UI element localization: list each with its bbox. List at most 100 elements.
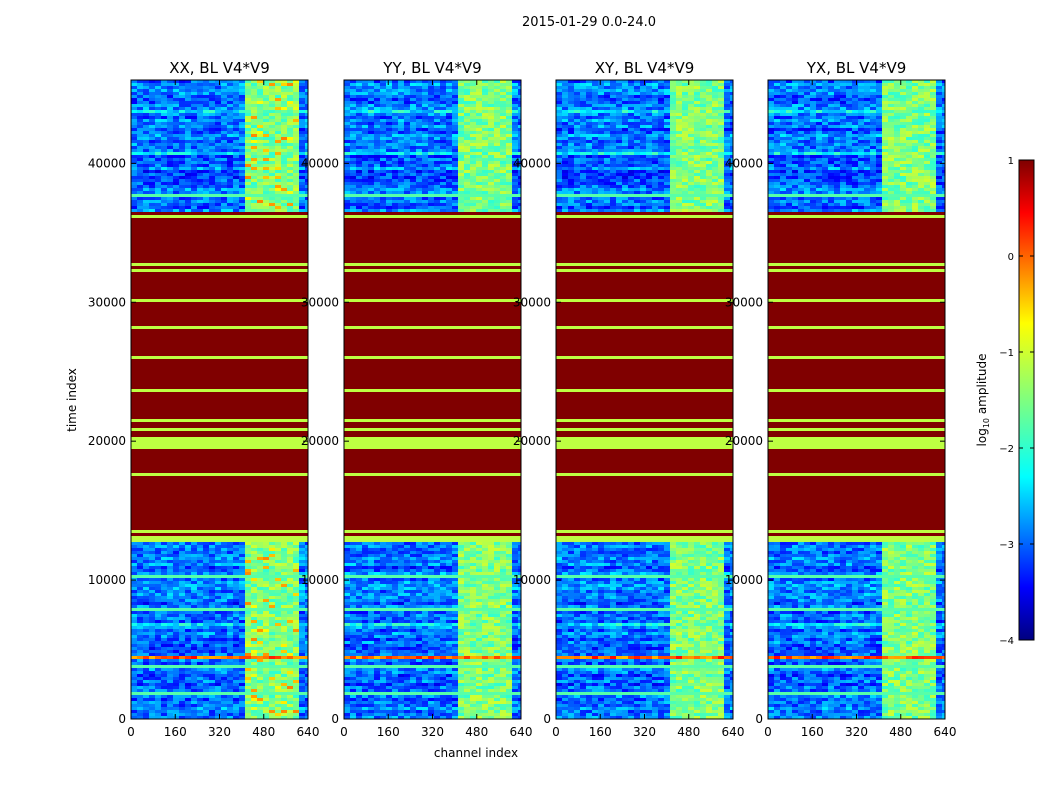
heatmap-cell — [239, 638, 246, 642]
heatmap-cell — [275, 596, 282, 600]
heatmap-cell — [500, 161, 507, 165]
heatmap-cell — [179, 593, 186, 597]
heatmap-cell — [251, 554, 258, 558]
heatmap-cell — [410, 578, 417, 582]
heatmap-cell — [257, 80, 264, 84]
heatmap-cell — [494, 179, 501, 183]
heatmap-cell — [476, 551, 483, 555]
heatmap-cell — [440, 116, 447, 120]
heatmap-cell — [197, 125, 204, 129]
heatmap-cell — [227, 161, 234, 165]
heatmap-cell — [269, 152, 276, 156]
heatmap-cell — [470, 146, 477, 150]
heatmap-cell — [344, 167, 351, 171]
heatmap-cell — [161, 131, 168, 135]
heatmap-cell — [500, 566, 507, 570]
heatmap-cell — [131, 200, 138, 204]
heatmap-cell — [143, 107, 150, 111]
heatmap-cell — [281, 647, 288, 651]
heatmap-cell — [275, 620, 282, 624]
heatmap-cell — [494, 152, 501, 156]
heatmap-cell — [143, 695, 150, 699]
heatmap-cell — [368, 167, 375, 171]
heatmap-cell — [137, 116, 144, 120]
heatmap-cell — [185, 650, 192, 654]
heatmap-cell — [305, 563, 308, 567]
heatmap-cell — [374, 182, 381, 186]
heatmap-row — [131, 515, 308, 519]
heatmap-cell — [374, 110, 381, 114]
heatmap-cell — [245, 650, 252, 654]
heatmap-cell — [275, 131, 282, 135]
heatmap-cell — [458, 137, 465, 141]
heatmap-cell — [191, 590, 198, 594]
heatmap-cell — [458, 560, 465, 564]
heatmap-cell — [149, 563, 156, 567]
heatmap-cell — [251, 641, 258, 645]
heatmap-cell — [404, 152, 411, 156]
heatmap-cell — [512, 173, 519, 177]
heatmap-cell — [209, 656, 216, 660]
heatmap-row — [344, 461, 521, 465]
heatmap-row — [131, 272, 308, 276]
heatmap-cell — [404, 557, 411, 561]
heatmap-cell — [143, 155, 150, 159]
heatmap-cell — [452, 119, 459, 123]
heatmap-cell — [482, 140, 489, 144]
heatmap-cell — [239, 674, 246, 678]
heatmap-cell — [155, 617, 162, 621]
heatmap-cell — [221, 611, 228, 615]
heatmap-cell — [374, 572, 381, 576]
heatmap-cell — [380, 203, 387, 207]
heatmap-cell — [362, 113, 369, 117]
heatmap-cell — [470, 110, 477, 114]
heatmap-cell — [257, 128, 264, 132]
heatmap-cell — [299, 134, 306, 138]
heatmap-cell — [392, 203, 399, 207]
heatmap-cell — [362, 200, 369, 204]
heatmap-cell — [191, 644, 198, 648]
heatmap-cell — [245, 695, 252, 699]
heatmap-cell — [221, 191, 228, 195]
heatmap-row — [344, 491, 521, 495]
heatmap-cell — [422, 542, 429, 546]
heatmap-cell — [362, 134, 369, 138]
heatmap-cell — [185, 674, 192, 678]
heatmap-cell — [143, 629, 150, 633]
heatmap-cell — [269, 635, 276, 639]
heatmap-cell — [275, 551, 282, 555]
heatmap-cell — [368, 578, 375, 582]
heatmap-cell — [197, 155, 204, 159]
heatmap-cell — [251, 566, 258, 570]
heatmap-cell — [161, 179, 168, 183]
heatmap-cell — [137, 614, 144, 618]
heatmap-cell — [440, 185, 447, 189]
heatmap-cell — [251, 578, 258, 582]
heatmap-cell — [179, 179, 186, 183]
heatmap-cell — [404, 161, 411, 165]
heatmap-row — [344, 293, 521, 297]
heatmap-cell — [416, 176, 423, 180]
heatmap-cell — [452, 548, 459, 552]
heatmap-cell — [422, 209, 429, 213]
heatmap-cell — [263, 686, 270, 690]
heatmap-cell — [404, 548, 411, 552]
heatmap-cell — [458, 566, 465, 570]
heatmap-cell — [269, 134, 276, 138]
heatmap-cell — [299, 191, 306, 195]
heatmap-cell — [131, 170, 138, 174]
heatmap-cell — [500, 557, 507, 561]
heatmap-cell — [293, 566, 300, 570]
heatmap-cell — [215, 626, 222, 630]
heatmap-cell — [149, 602, 156, 606]
heatmap-cell — [476, 182, 483, 186]
heatmap-cell — [434, 176, 441, 180]
heatmap-cell — [404, 122, 411, 126]
heatmap-cell — [143, 605, 150, 609]
heatmap-cell — [239, 92, 246, 96]
heatmap-cell — [293, 182, 300, 186]
heatmap-cell — [131, 551, 138, 555]
heatmap-cell — [482, 572, 489, 576]
heatmap-cell — [362, 119, 369, 123]
heatmap-cell — [299, 623, 306, 627]
